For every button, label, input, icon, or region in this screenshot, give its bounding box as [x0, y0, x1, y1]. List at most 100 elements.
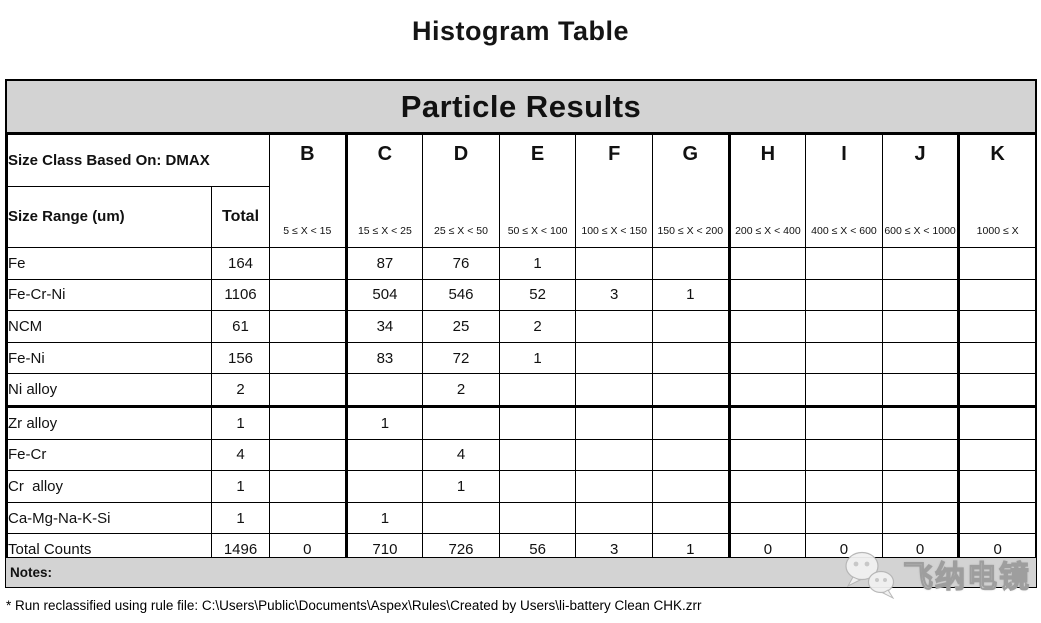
value-cell — [498, 470, 577, 503]
value-cell — [422, 501, 500, 535]
value-cell — [881, 310, 961, 343]
table-title: Particle Results — [7, 81, 1035, 134]
value-cell — [728, 438, 807, 472]
material-cell: Fe-Cr — [7, 438, 212, 472]
value-cell — [881, 247, 961, 280]
value-cell — [651, 341, 731, 375]
value-cell — [805, 373, 883, 407]
column-header-D: D 25 ≤ X < 50 — [422, 134, 500, 248]
material-cell: NCM — [7, 310, 212, 343]
value-cell — [651, 438, 731, 472]
value-cell — [651, 373, 731, 407]
value-cell — [881, 278, 961, 312]
column-range: 200 ≤ X < 400 — [735, 225, 801, 237]
total-cell: 4 — [210, 438, 271, 472]
column-range: 25 ≤ X < 50 — [434, 225, 488, 237]
value-cell — [269, 341, 348, 375]
material-cell: Cr alloy — [7, 470, 212, 503]
table-row: Fe-Cr-Ni 1106 504 546 52 3 1 — [7, 278, 1036, 312]
column-letter: H — [760, 143, 776, 165]
header-row-letters: Size Class Based On: DMAX B 5 ≤ X < 15 C 1… — [6, 134, 1036, 248]
value-cell — [575, 438, 653, 472]
value-cell — [575, 341, 653, 375]
value-cell — [728, 247, 807, 280]
value-cell: 3 — [575, 278, 653, 312]
value-cell — [269, 404, 348, 440]
value-cell — [345, 470, 424, 503]
value-cell: 504 — [345, 278, 424, 312]
table-row: Ni alloy 2 2 — [7, 373, 1036, 407]
table-row: Zr alloy 1 1 — [7, 404, 1036, 440]
value-cell — [881, 341, 961, 375]
table-row: NCM 61 34 25 2 — [7, 310, 1036, 343]
value-cell — [269, 310, 348, 343]
value-cell — [958, 278, 1036, 312]
value-cell: 76 — [422, 247, 500, 280]
column-header-E: E 50 ≤ X < 100 — [498, 134, 577, 248]
value-cell — [269, 247, 348, 280]
value-cell — [728, 310, 807, 343]
value-cell — [881, 404, 961, 440]
table-row: Fe 164 87 76 1 — [7, 247, 1036, 280]
column-header-K: K 1000 ≤ X — [958, 134, 1036, 248]
value-cell — [728, 470, 807, 503]
value-cell — [269, 373, 348, 407]
column-range: 1000 ≤ X — [976, 225, 1019, 237]
value-cell — [958, 470, 1036, 503]
total-cell: 1 — [210, 404, 271, 440]
value-cell: 2 — [498, 310, 577, 343]
value-cell — [881, 438, 961, 472]
notes-bar: Notes: — [5, 557, 1037, 588]
material-cell: Ni alloy — [7, 373, 212, 407]
size-range-header: Size Range (um) — [7, 185, 212, 249]
value-cell: 52 — [498, 278, 577, 312]
value-cell — [728, 341, 807, 375]
column-header-B: B 5 ≤ X < 15 — [269, 134, 348, 248]
material-cell: Fe-Cr-Ni — [7, 278, 212, 312]
value-cell — [805, 404, 883, 440]
value-cell: 1 — [651, 278, 731, 312]
value-cell — [805, 278, 883, 312]
header-row-ranges: Size Range (um) Total — [7, 185, 1036, 249]
value-cell — [575, 247, 653, 280]
value-cell: 1 — [345, 404, 424, 440]
value-cell: 83 — [345, 341, 424, 375]
value-cell — [575, 310, 653, 343]
value-cell: 1 — [422, 470, 500, 503]
value-cell: 1 — [345, 501, 424, 535]
value-cell — [728, 278, 807, 312]
value-cell: 2 — [422, 373, 500, 407]
value-cell — [651, 310, 731, 343]
total-cell: 2 — [210, 373, 271, 407]
value-cell — [881, 470, 961, 503]
table-row: Fe-Ni 156 83 72 1 — [7, 341, 1036, 375]
value-cell — [805, 310, 883, 343]
page-title: Histogram Table — [411, 16, 630, 46]
value-cell: 1 — [498, 247, 577, 280]
table-row: Fe-Cr 4 4 — [7, 438, 1036, 472]
value-cell — [881, 373, 961, 407]
value-cell — [575, 470, 653, 503]
size-class-header: Size Class Based On: DMAX — [6, 134, 271, 187]
column-range: 100 ≤ X < 150 — [581, 225, 647, 237]
column-letter: I — [841, 143, 847, 165]
value-cell — [269, 278, 348, 312]
total-cell: 1 — [210, 470, 271, 503]
material-cell: Fe-Ni — [7, 341, 212, 375]
column-letter: E — [530, 143, 545, 165]
total-cell: 1106 — [210, 278, 271, 312]
column-letter: B — [300, 143, 315, 165]
value-cell — [881, 501, 961, 535]
notes-label: Notes: — [10, 565, 53, 580]
value-cell: 546 — [422, 278, 500, 312]
value-cell — [958, 341, 1036, 375]
material-cell: Ca-Mg-Na-K-Si — [7, 501, 212, 535]
value-cell — [651, 247, 731, 280]
value-cell — [958, 310, 1036, 343]
value-cell: 72 — [422, 341, 500, 375]
column-range: 400 ≤ X < 600 — [811, 225, 877, 237]
value-cell — [958, 373, 1036, 407]
value-cell — [805, 247, 883, 280]
column-header-H: H 200 ≤ X < 400 — [728, 134, 807, 248]
value-cell — [269, 438, 348, 472]
